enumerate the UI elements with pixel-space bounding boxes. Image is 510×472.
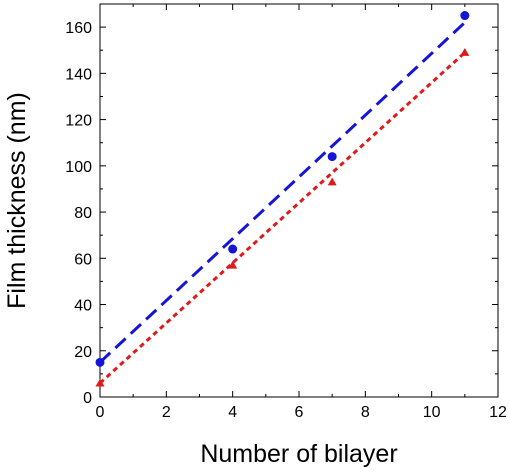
y-tick-label: 140 [65,66,92,83]
x-axis-title: Number of bilayer [200,440,397,468]
y-tick-label: 160 [65,20,92,37]
y-tick-label: 120 [65,113,92,130]
y-tick-label: 40 [74,298,92,315]
y-tick-label: 0 [83,390,92,407]
x-tick-label: 8 [361,404,370,421]
x-tick-label: 10 [423,404,441,421]
x-tick-label: 12 [489,404,507,421]
x-tick-label: 0 [96,404,105,421]
fit-lines [98,21,466,385]
blue-fit-line [98,21,466,364]
triangle-marker [95,378,105,387]
y-axis-title: Film thickness (nm) [3,92,31,309]
red-fit-line [98,51,466,385]
x-tick-label: 4 [228,404,237,421]
y-tick-label: 60 [74,251,92,268]
data-points [95,11,470,387]
x-tick-label: 2 [162,404,171,421]
x-tick-label: 6 [295,404,304,421]
circle-marker [460,11,470,21]
y-tick-label: 80 [74,205,92,222]
y-tick-label: 20 [74,344,92,361]
triangle-marker [228,260,238,269]
plot-frame [99,3,499,398]
circle-marker [327,152,337,162]
circle-marker [228,244,238,254]
circle-marker [95,357,105,367]
y-tick-label: 100 [65,159,92,176]
triangle-marker [327,177,337,186]
triangle-marker [460,48,470,56]
